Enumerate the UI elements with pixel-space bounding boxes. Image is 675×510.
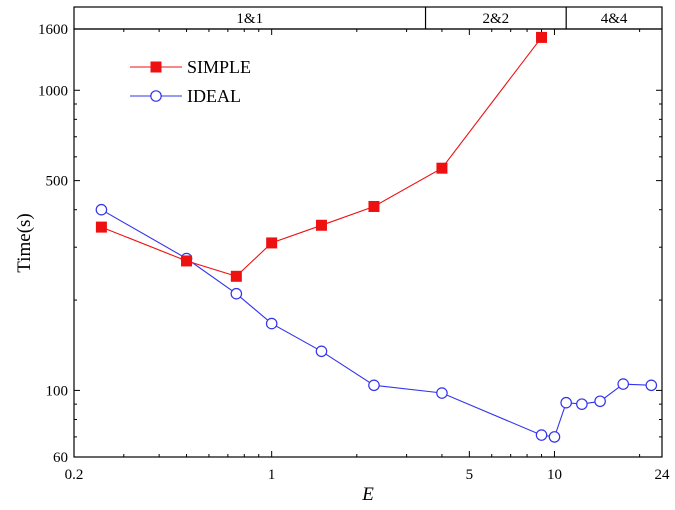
axes-frame: 60 100 500 1000 1600 0.2 1 5 10 24 [38, 22, 670, 483]
data-point-simple [95, 221, 107, 233]
legend-marker-ideal [150, 90, 162, 102]
x-tick-label: 24 [655, 467, 671, 483]
data-point-simple [536, 31, 548, 43]
series-line-simple [101, 37, 542, 277]
band-label: 1&1 [236, 11, 263, 27]
data-point-ideal [315, 345, 328, 358]
x-tick-label: 10 [547, 467, 562, 483]
band-frame [73, 6, 663, 30]
data-point-simple [436, 162, 448, 174]
top-band-strip: 1&1 2&2 4&4 [73, 6, 663, 30]
data-point-ideal [548, 431, 561, 443]
x-axis-title: E [361, 484, 374, 505]
data-point-ideal [560, 396, 572, 409]
data-point-ideal [368, 379, 380, 392]
legend-marker-simple [150, 61, 162, 73]
data-point-ideal [617, 378, 630, 390]
data-point-ideal [535, 429, 548, 441]
series-area [95, 31, 658, 443]
data-point-ideal [594, 395, 606, 408]
series-simple [95, 31, 548, 282]
legend: SIMPLE IDEAL [130, 57, 251, 106]
plot-frame [73, 28, 663, 458]
legend-label-ideal: IDEAL [187, 86, 241, 106]
data-point-ideal [645, 379, 658, 392]
data-point-simple [266, 237, 278, 249]
data-point-simple [315, 219, 327, 231]
legend-label-simple: SIMPLE [187, 57, 251, 77]
band-label: 4&4 [601, 11, 628, 27]
data-point-simple [181, 255, 193, 267]
y-tick-label: 1600 [38, 22, 68, 38]
series-ideal [95, 203, 658, 443]
data-point-simple [368, 200, 380, 212]
band-label: 2&2 [483, 11, 510, 27]
legend-item-ideal: IDEAL [130, 86, 241, 106]
data-point-ideal [265, 317, 278, 330]
legend-item-simple: SIMPLE [130, 57, 251, 77]
data-point-ideal [436, 387, 448, 399]
x-tick-label: 0.2 [65, 467, 84, 483]
x-tick-label: 1 [268, 467, 276, 483]
data-point-ideal [95, 203, 108, 216]
y-tick-label: 500 [46, 174, 69, 190]
y-tick-label: 1000 [38, 83, 68, 99]
y-tick-label: 100 [46, 383, 69, 399]
data-point-ideal [576, 398, 588, 410]
data-point-ideal [230, 287, 243, 300]
data-point-simple [230, 270, 242, 282]
y-axis-title: Time(s) [14, 213, 35, 272]
y-tick-label: 60 [53, 450, 68, 466]
x-tick-label: 5 [466, 467, 474, 483]
